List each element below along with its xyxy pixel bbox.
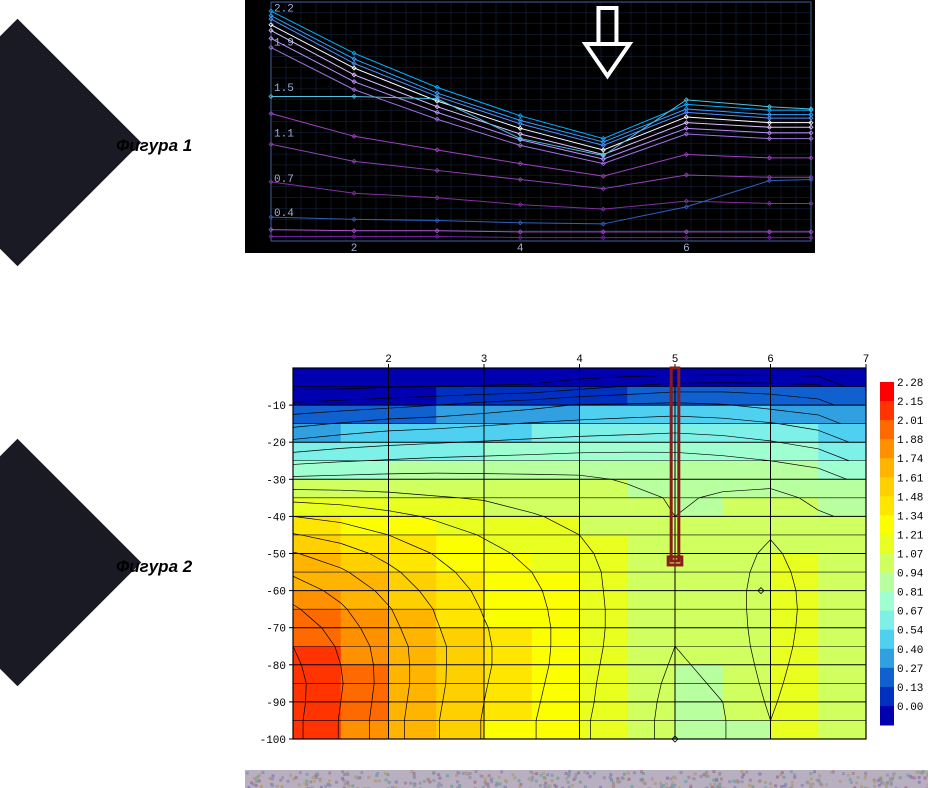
noise-band — [245, 770, 928, 788]
svg-text:0.81: 0.81 — [897, 588, 924, 600]
svg-text:-50: -50 — [266, 550, 286, 562]
svg-text:0.13: 0.13 — [897, 683, 923, 695]
figure2-label: Фигура 2 — [116, 557, 192, 577]
svg-text:1.07: 1.07 — [897, 550, 923, 562]
svg-text:2: 2 — [385, 354, 392, 366]
svg-text:0.54: 0.54 — [897, 626, 924, 638]
svg-text:1.9: 1.9 — [274, 38, 294, 50]
svg-text:3: 3 — [481, 354, 488, 366]
svg-text:7: 7 — [863, 354, 870, 366]
svg-text:0.00: 0.00 — [897, 702, 923, 714]
figure1-line-chart: 0.40.71.11.51.92.2246 — [245, 0, 815, 253]
svg-text:2.15: 2.15 — [897, 397, 923, 409]
svg-text:0.94: 0.94 — [897, 569, 924, 581]
figure2-heatmap: -10 -20 -30 -40 -50 -60 -70 -80 -90 -100 2 3 4 5 6 7 2.2… — [245, 350, 928, 745]
svg-text:1.48: 1.48 — [897, 492, 923, 504]
svg-text:0.40: 0.40 — [897, 645, 923, 657]
svg-text:6: 6 — [683, 243, 690, 253]
svg-text:1.1: 1.1 — [274, 129, 294, 141]
svg-text:4: 4 — [517, 243, 524, 253]
figure1-label: Фигура 1 — [116, 136, 192, 156]
svg-text:2.01: 2.01 — [897, 416, 924, 428]
svg-text:0.4: 0.4 — [274, 208, 294, 220]
svg-text:2.28: 2.28 — [897, 378, 923, 390]
svg-text:-80: -80 — [266, 661, 286, 673]
svg-text:6: 6 — [767, 354, 774, 366]
svg-text:-10: -10 — [266, 401, 286, 413]
svg-text:1.21: 1.21 — [897, 530, 924, 542]
svg-text:0.67: 0.67 — [897, 607, 923, 619]
svg-text:-100: -100 — [260, 735, 286, 745]
svg-text:1.61: 1.61 — [897, 473, 924, 485]
svg-text:4: 4 — [576, 354, 583, 366]
svg-text:5: 5 — [672, 354, 679, 366]
svg-text:2: 2 — [351, 243, 358, 253]
svg-text:-20: -20 — [266, 438, 286, 450]
svg-text:-60: -60 — [266, 587, 286, 599]
svg-text:-30: -30 — [266, 475, 286, 487]
svg-text:1.88: 1.88 — [897, 435, 923, 447]
svg-text:1.74: 1.74 — [897, 454, 924, 466]
svg-text:1.34: 1.34 — [897, 511, 924, 523]
svg-text:-40: -40 — [266, 512, 286, 524]
svg-text:-90: -90 — [266, 698, 286, 710]
svg-text:-70: -70 — [266, 624, 286, 636]
svg-text:0.27: 0.27 — [897, 664, 923, 676]
svg-text:1.5: 1.5 — [274, 83, 294, 95]
